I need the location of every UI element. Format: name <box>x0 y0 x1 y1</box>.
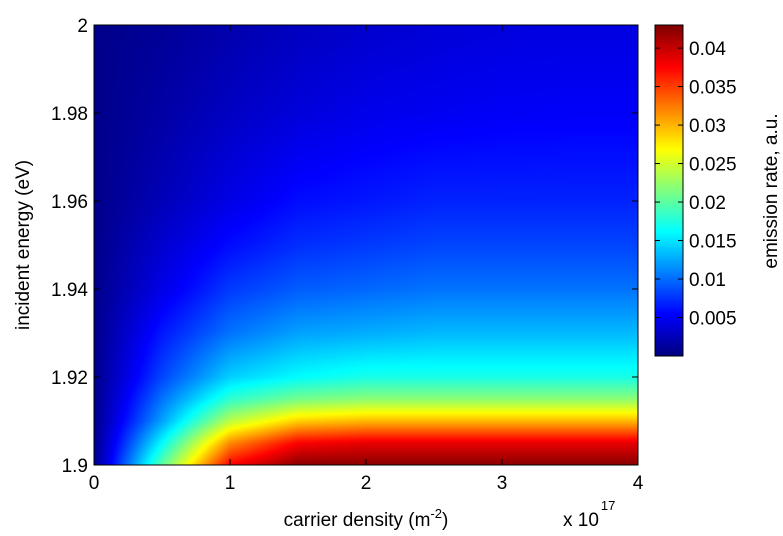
x-tick-label: 4 <box>633 473 644 494</box>
x-axis-multiplier-base: x 10 <box>563 510 599 531</box>
y-axis: 1.9 1.92 1.94 1.96 1.98 2 <box>51 16 638 477</box>
colorbar-tick-label: 0.02 <box>689 193 726 214</box>
x-tick-label: 3 <box>497 473 508 494</box>
y-tick-label: 1.94 <box>51 280 88 301</box>
colorbar-ticks: 0.005 0.01 0.015 0.02 0.025 0.03 0.035 0.04 <box>655 39 737 330</box>
x-axis: 0 1 2 3 4 <box>89 25 644 494</box>
y-tick-label: 1.92 <box>51 368 88 389</box>
x-tick-label: 2 <box>361 473 372 494</box>
colorbar-tick-label: 0.04 <box>689 39 726 60</box>
heatmap-plot-area <box>93 24 639 466</box>
colorbar-tick-label: 0.01 <box>689 270 726 291</box>
x-tick-label: 1 <box>225 473 236 494</box>
colorbar-tick-label: 0.005 <box>689 309 737 330</box>
y-tick-label: 1.96 <box>51 192 88 213</box>
x-axis-label-suffix: ) <box>442 510 448 531</box>
colorbar-tick-label: 0.035 <box>689 78 737 99</box>
colorbar: 0.005 0.01 0.015 0.02 0.025 0.03 0.035 0.04 emi… <box>654 24 782 357</box>
x-axis-multiplier: x 1017 <box>563 498 615 531</box>
colorbar-image <box>655 25 683 356</box>
y-axis-label: incident energy (eV) <box>13 160 34 330</box>
colorbar-tick-label: 0.015 <box>689 232 737 253</box>
x-axis-multiplier-exponent: 17 <box>601 498 615 513</box>
x-axis-label: carrier density (m-2) <box>284 506 449 531</box>
y-tick-label: 1.9 <box>62 456 88 477</box>
heatmap-image <box>94 25 638 465</box>
y-tick-label: 1.98 <box>51 104 88 125</box>
x-tick-label: 0 <box>89 473 100 494</box>
colorbar-tick-label: 0.03 <box>689 116 726 137</box>
y-tick-label: 2 <box>77 16 88 37</box>
colorbar-frame <box>654 24 684 357</box>
x-axis-label-superscript: -2 <box>430 506 442 521</box>
x-axis-label-text: carrier density (m <box>284 510 431 531</box>
colorbar-label: emission rate, a.u. <box>761 113 782 268</box>
colorbar-tick-label: 0.025 <box>689 155 737 176</box>
